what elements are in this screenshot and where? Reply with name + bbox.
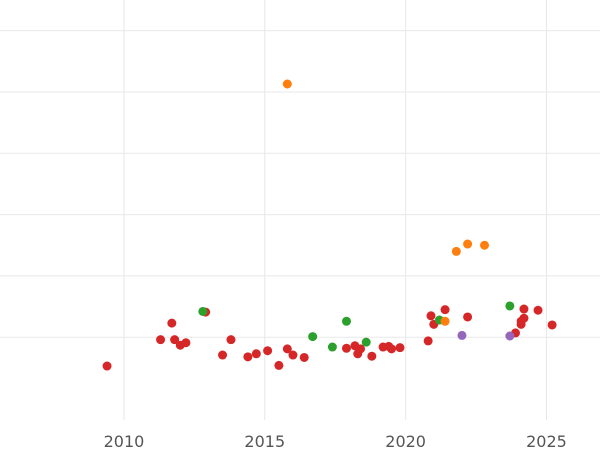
- data-point: [356, 344, 366, 354]
- data-point: [243, 352, 253, 362]
- x-tick-label: 2015: [244, 432, 285, 450]
- data-point: [288, 350, 298, 360]
- data-point: [308, 332, 318, 342]
- x-axis-ticks: 2010 2015 2020 2025: [104, 432, 567, 450]
- data-point: [170, 335, 180, 345]
- grid: [0, 0, 600, 420]
- data-point: [387, 344, 397, 354]
- data-point: [167, 318, 177, 328]
- data-point: [519, 304, 529, 314]
- data-point: [251, 349, 261, 359]
- data-point: [341, 343, 351, 353]
- data-point: [547, 320, 557, 330]
- data-point: [282, 344, 292, 354]
- data-point: [463, 239, 473, 249]
- x-tick-label: 2010: [104, 432, 145, 450]
- data-point: [367, 351, 377, 361]
- data-point: [505, 331, 515, 341]
- x-tick-label: 2020: [385, 432, 426, 450]
- data-point: [198, 306, 208, 316]
- data-point: [519, 313, 529, 323]
- data-point: [457, 330, 467, 340]
- data-points: [102, 79, 557, 371]
- data-point: [299, 352, 309, 362]
- data-point: [451, 246, 461, 256]
- data-point: [274, 360, 284, 370]
- data-point: [226, 335, 236, 345]
- data-point: [463, 312, 473, 322]
- data-point: [263, 346, 273, 356]
- data-point: [480, 240, 490, 250]
- data-point: [423, 336, 433, 346]
- x-tick-label: 2025: [526, 432, 567, 450]
- data-point: [181, 338, 191, 348]
- data-point: [218, 350, 228, 360]
- data-point: [102, 361, 112, 371]
- data-point: [395, 343, 405, 353]
- data-point: [440, 316, 450, 326]
- data-point: [327, 342, 337, 352]
- data-point: [505, 301, 515, 311]
- data-point: [533, 305, 543, 315]
- data-point: [341, 316, 351, 326]
- data-point: [361, 337, 371, 347]
- data-point: [426, 311, 436, 321]
- data-point: [282, 79, 292, 89]
- data-point: [440, 305, 450, 315]
- data-point: [156, 335, 166, 345]
